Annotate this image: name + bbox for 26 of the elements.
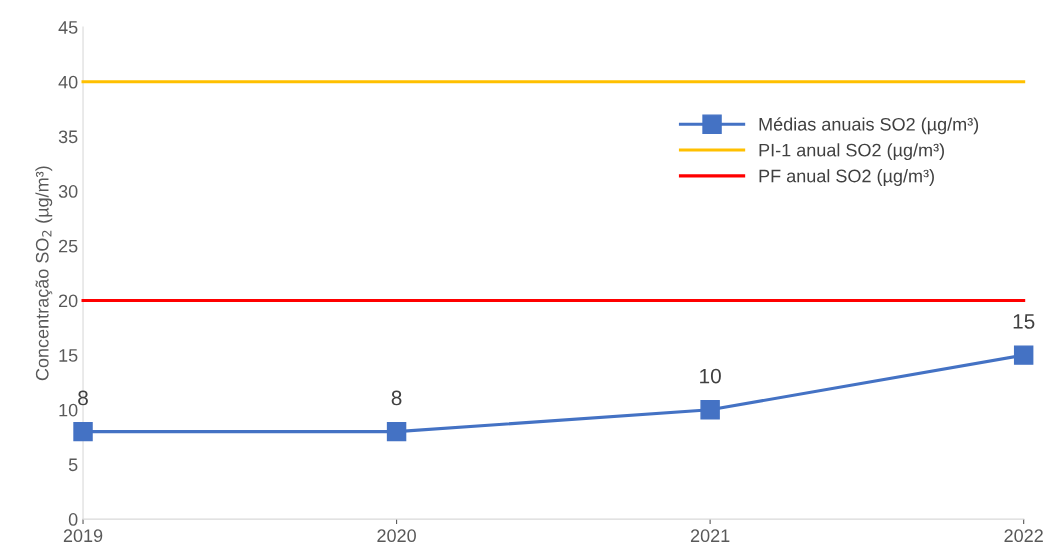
y-tick-label: 30 [58,185,78,198]
data-label: 10 [700,368,721,384]
legend-label: PI-1 anual SO2 (µg/m³) [759,143,944,161]
y-tick-label: 0 [68,513,78,526]
x-tick-label: 2020 [377,529,416,543]
y-tick-label: 20 [59,294,78,308]
data-label: 8 [78,390,88,406]
x-tick-label: 2021 [690,529,730,543]
point [386,421,407,442]
point [1013,345,1034,365]
legend-label: PF anual SO2 (µg/m³) [759,169,934,186]
x-tick-label: 2019 [63,529,103,543]
y-tick-label: 40 [58,75,78,89]
y-axis-title: Concentração SO$_{2}$ (µg/m³) [35,166,53,381]
x-tick-label: 2022 [1004,529,1043,543]
data-label: 8 [391,390,402,406]
y-tick-label: 45 [58,21,78,34]
point [73,421,93,442]
legend-label: Médias anuais SO2 (µg/m³) [759,117,979,135]
y-tick-label: 25 [59,239,78,253]
y-tick-label: 15 [59,349,78,362]
y-tick-label: 10 [59,403,78,417]
y-tick-label: 5 [68,458,78,472]
y-tick-label: 35 [58,130,78,144]
data-label: 15 [1013,314,1035,329]
point [700,400,720,420]
